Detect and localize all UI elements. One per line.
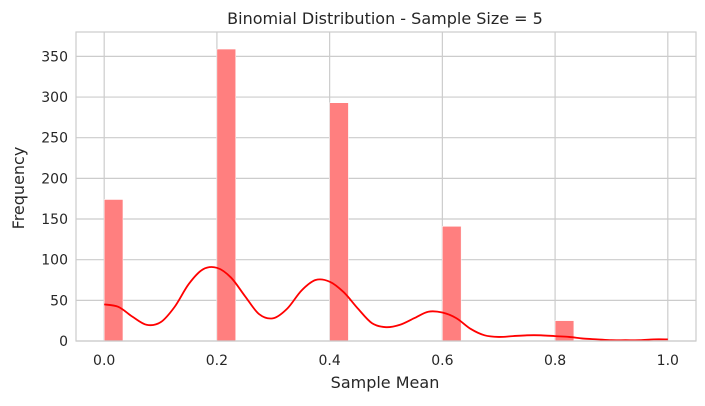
- histogram-bar-2: [329, 102, 349, 342]
- x-tick-label-0: 0.0: [93, 353, 115, 369]
- x-tick-label-3: 0.6: [431, 353, 453, 369]
- kde-curve: [104, 266, 668, 342]
- y-tick-label-0: 0: [59, 334, 68, 350]
- x-axis-label: Sample Mean: [331, 373, 440, 392]
- y-tick-label-1: 50: [50, 293, 68, 309]
- kde-curve-layer: [104, 266, 668, 342]
- x-tick-label-2: 0.4: [319, 353, 341, 369]
- histogram-bar-3: [442, 226, 462, 342]
- y-tick-label-4: 200: [41, 171, 68, 187]
- x-tick-label-1: 0.2: [206, 353, 228, 369]
- plot-frame: [75, 31, 697, 342]
- chart-title: Binomial Distribution - Sample Size = 5: [227, 9, 543, 28]
- y-tick-label-2: 100: [41, 253, 68, 269]
- y-axis-label: Frequency: [9, 147, 28, 230]
- histogram-bar-1: [216, 48, 236, 342]
- x-tick-label-5: 1.0: [657, 353, 679, 369]
- y-tick-label-3: 150: [41, 212, 68, 228]
- histogram-bar-0: [103, 199, 124, 342]
- tick-labels: 0.0 0.2 0.4 0.6 0.8 1.0 0 50 100 150 200 250 300 350: [41, 49, 679, 369]
- y-tick-label-5: 250: [41, 131, 68, 147]
- y-tick-label-7: 350: [41, 49, 68, 65]
- x-tick-label-4: 0.8: [544, 353, 566, 369]
- y-tick-label-6: 300: [41, 90, 68, 106]
